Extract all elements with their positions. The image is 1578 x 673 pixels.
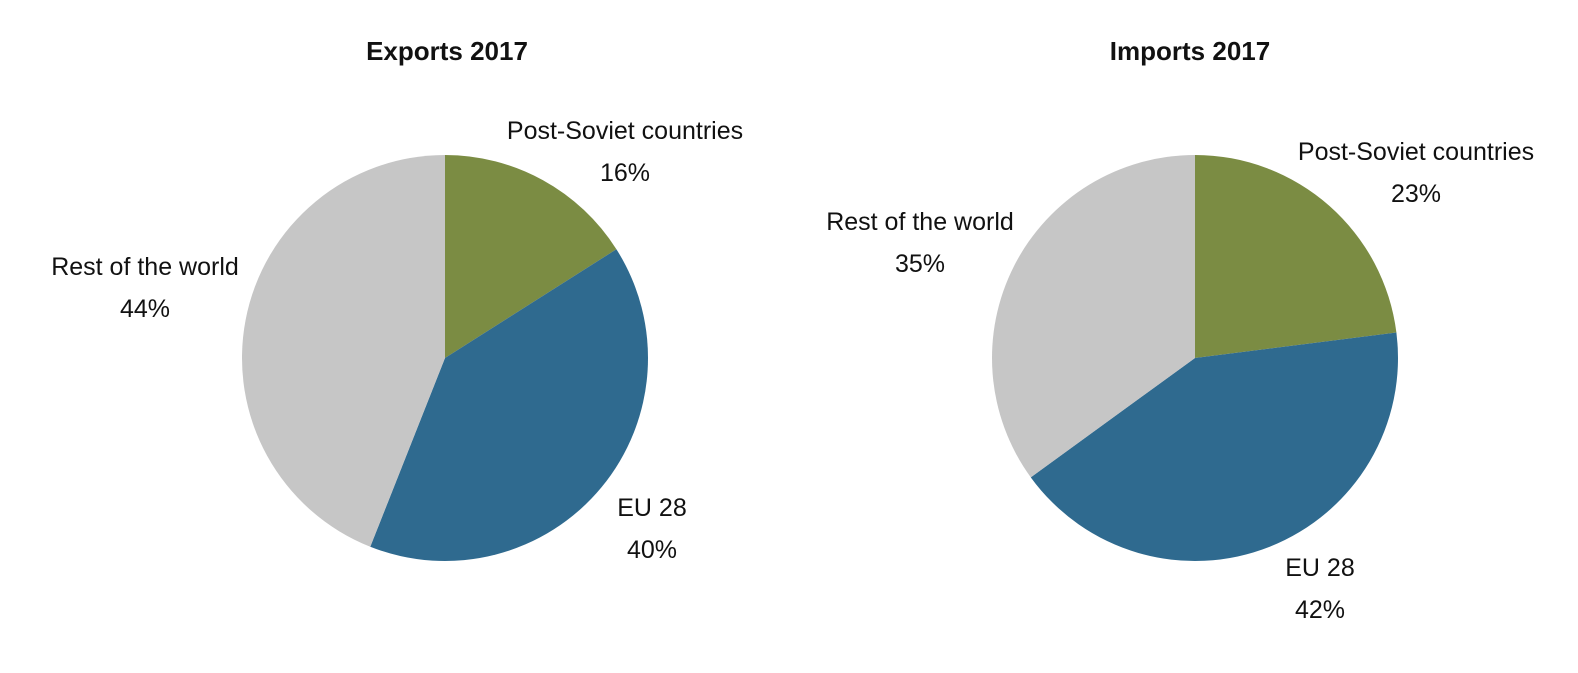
exports-title: Exports 2017: [366, 36, 528, 66]
exports-pie: [242, 154, 648, 561]
exports-label-rest: Rest of the world 44%: [51, 253, 239, 323]
imports-pie: [992, 155, 1398, 561]
imports-label-rest: Rest of the world 35%: [826, 208, 1014, 278]
slice-eu28: [1030, 332, 1398, 561]
slice-rest: [242, 154, 445, 547]
imports-label-eu28: EU 28 42%: [1285, 554, 1355, 624]
slice-eu28: [370, 249, 648, 561]
exports-label-eu28: EU 28 40%: [617, 494, 687, 564]
imports-label-post-soviet: Post-Soviet countries 23%: [1297, 138, 1535, 208]
slice-post-soviet: [1195, 155, 1397, 358]
exports-label-post-soviet: Post-Soviet countries 16%: [506, 117, 744, 187]
imports-title: Imports 2017: [1109, 36, 1271, 66]
slice-rest: [992, 155, 1195, 478]
slice-post-soviet: [445, 155, 617, 358]
